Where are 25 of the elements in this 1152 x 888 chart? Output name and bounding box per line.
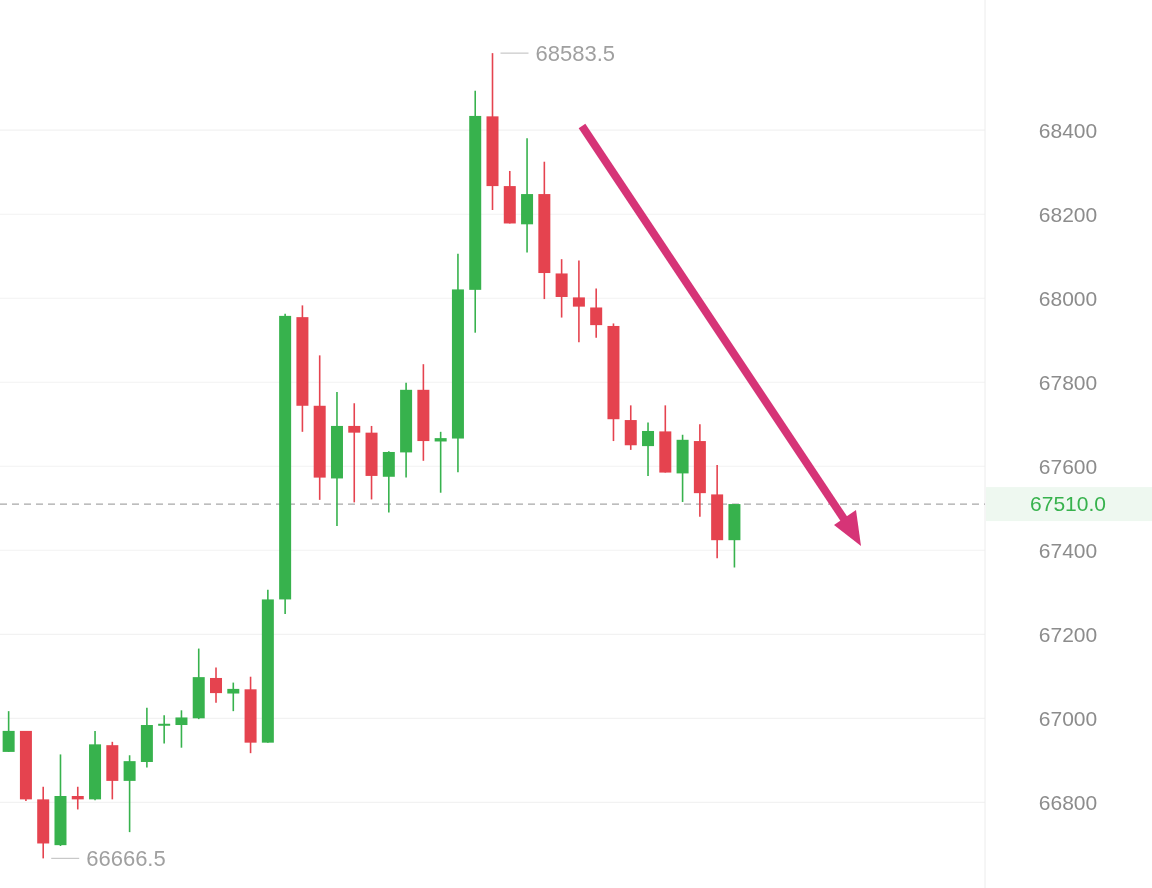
annotation: 66666.5 xyxy=(86,846,166,872)
candlestick xyxy=(434,431,447,494)
candlestick xyxy=(71,785,84,811)
candlestick xyxy=(572,259,585,344)
y-tick-label: 67200 xyxy=(1038,622,1098,646)
candlestick xyxy=(123,754,136,833)
candlestick xyxy=(175,709,188,749)
candlestick xyxy=(2,710,15,753)
y-tick-label: 67600 xyxy=(1038,454,1098,478)
candlestick xyxy=(158,714,171,745)
y-tick-label: 68200 xyxy=(1038,202,1098,226)
y-tick-label: 67400 xyxy=(1038,538,1098,562)
candlestick xyxy=(227,681,240,712)
candlestick xyxy=(210,666,223,704)
annotation: 68583.5 xyxy=(535,40,616,66)
candlestick xyxy=(348,402,361,504)
candlestick xyxy=(590,287,603,339)
y-tick-label: 68000 xyxy=(1038,286,1098,310)
candlestick xyxy=(555,258,568,319)
y-tick-label: 67800 xyxy=(1038,370,1098,394)
y-tick-label: 68400 xyxy=(1038,118,1098,142)
ref-line-label: 67510.0 xyxy=(1030,492,1106,516)
y-tick-label: 66800 xyxy=(1038,790,1098,814)
y-tick-label: 67000 xyxy=(1038,706,1098,730)
candlestick xyxy=(642,421,655,477)
